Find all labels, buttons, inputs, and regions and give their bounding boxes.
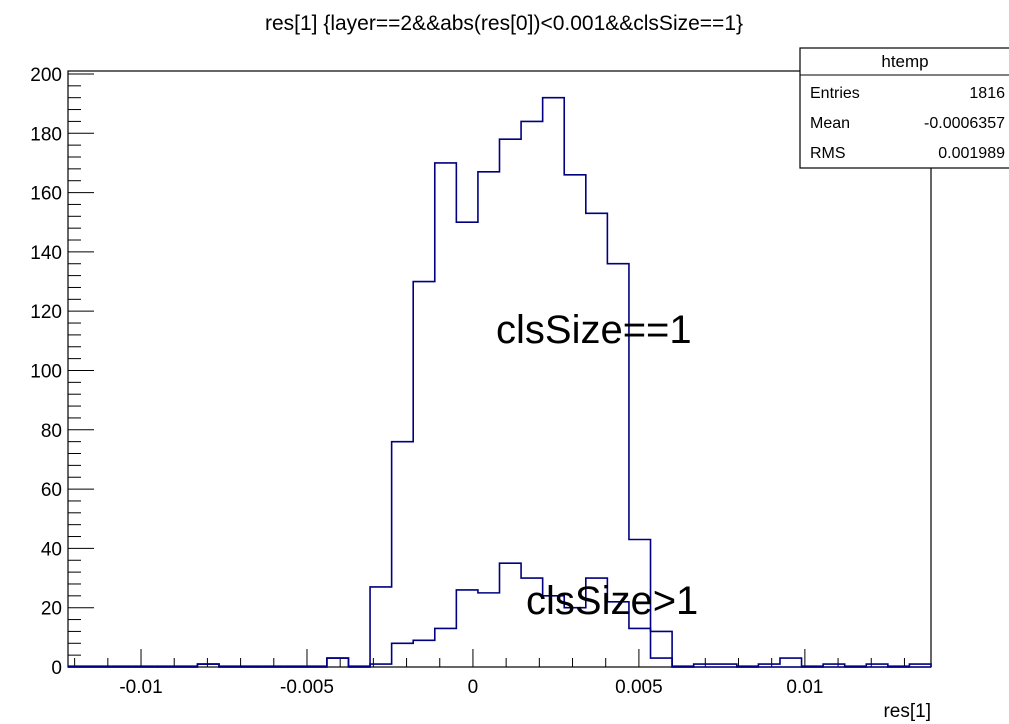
histogram-bin [392, 442, 414, 667]
histogram-bin [758, 664, 780, 667]
stats-value-mean: -0.0006357 [924, 115, 1005, 132]
chart-title: res[1] {layer==2&&abs(res[0])<0.001&&cls… [265, 12, 743, 35]
y-tick-label: 180 [30, 124, 62, 145]
y-tick-label: 40 [41, 539, 62, 560]
x-tick-label: -0.01 [119, 677, 162, 698]
histogram-series-1 [68, 562, 932, 668]
histogram-bin [629, 628, 651, 667]
stats-box: htemp Entries 1816 Mean -0.0006357 RMS 0… [799, 47, 1009, 169]
y-tick-label: 100 [30, 361, 62, 382]
histogram-bin [413, 640, 435, 667]
y-tick-label: 120 [30, 302, 62, 323]
y-tick-label: 80 [41, 421, 62, 442]
x-tick-label: -0.005 [280, 677, 334, 698]
stats-label-rms: RMS [810, 145, 846, 162]
histogram-bin [413, 282, 435, 667]
histogram-bin [392, 643, 414, 667]
y-tick-label: 140 [30, 243, 62, 264]
y-tick-label: 0 [51, 658, 62, 679]
stats-box-title: htemp [881, 52, 928, 71]
histogram-bin [478, 593, 500, 667]
histogram-bin [866, 664, 888, 667]
y-tick-label: 200 [30, 65, 62, 86]
y-tick-label: 160 [30, 184, 62, 205]
histogram-bin [651, 658, 673, 667]
histogram-bin [327, 658, 349, 667]
x-tick-label: 0.005 [615, 677, 663, 698]
histogram-bin [370, 664, 392, 667]
histogram-bin [715, 664, 737, 667]
y-tick-label: 60 [41, 480, 62, 501]
series-layer [68, 96, 932, 668]
histogram-bin [435, 163, 457, 667]
stats-label-mean: Mean [810, 115, 850, 132]
series-label-clssize-eq-1: clsSize==1 [496, 308, 692, 352]
histogram-bin [500, 563, 522, 667]
y-tick-label: 20 [41, 599, 62, 620]
histogram-bin [909, 664, 931, 667]
x-axis-title: res[1] [883, 701, 931, 722]
y-axis: 0 20 40 60 80 100 120 140 160 180 200 [30, 65, 94, 679]
histogram-bin [780, 658, 802, 667]
x-tick-label: 0 [468, 677, 479, 698]
histogram-bin [823, 664, 845, 667]
histogram-bin [456, 590, 478, 667]
plot-frame [67, 70, 932, 668]
stats-label-entries: Entries [810, 85, 860, 102]
histogram-bin [370, 587, 392, 667]
histogram-bin [694, 664, 716, 667]
histogram-bin [435, 628, 457, 667]
x-tick-label: 0.01 [786, 677, 823, 698]
series-label-clssize-gt-1: clsSize>1 [526, 579, 698, 623]
stats-value-rms: 0.001989 [938, 145, 1005, 162]
histogram-bin [197, 664, 219, 667]
stats-value-entries: 1816 [969, 85, 1005, 102]
x-axis: -0.01 -0.005 0 0.005 0.01 [74, 649, 905, 698]
